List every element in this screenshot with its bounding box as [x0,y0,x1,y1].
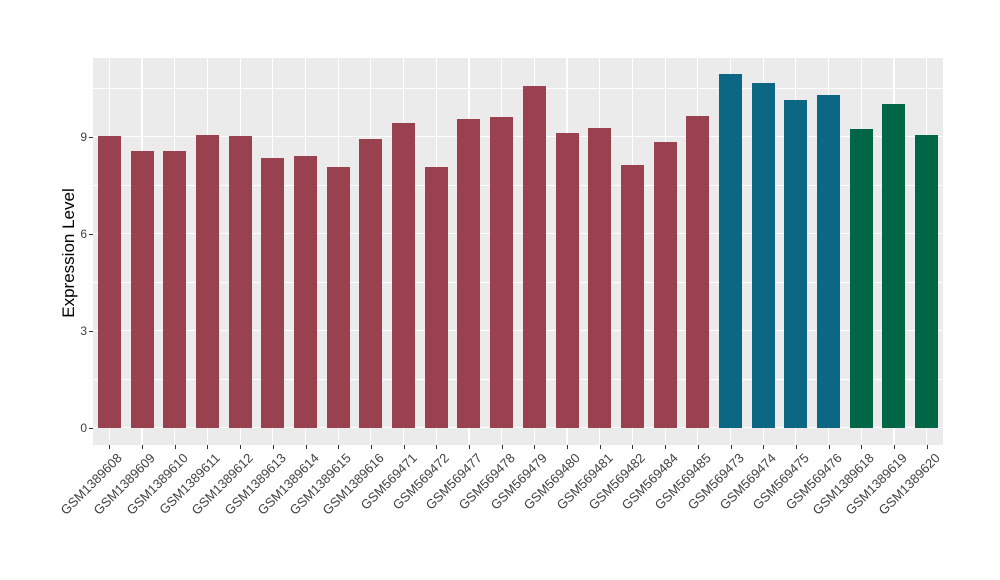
x-tick-mark [240,445,242,449]
bar-GSM569484 [653,142,677,429]
bar-GSM1389609 [130,151,154,429]
bar-GSM569474 [751,83,775,429]
x-tick-mark [468,445,470,449]
x-tick-mark [893,445,895,449]
y-tick-mark [89,136,93,138]
bar-GSM569472 [424,167,448,429]
bar-GSM1389611 [195,134,219,429]
bar-GSM1389619 [882,103,906,429]
x-tick-mark [632,445,634,449]
y-tick-label: 9 [80,129,87,144]
bar-GSM569485 [686,116,710,429]
bar-GSM1389616 [359,138,383,429]
bar-GSM1389612 [228,135,252,429]
y-tick-mark [89,428,93,430]
x-tick-mark [599,445,601,449]
bar-GSM1389613 [261,157,285,429]
minor-gridline [93,282,943,283]
major-gridline [93,427,943,429]
y-tick-label: 3 [80,324,87,339]
bar-GSM569476 [817,94,841,429]
minor-gridline [93,87,943,89]
bar-GSM1389610 [163,150,187,429]
bar-GSM1389618 [849,129,873,429]
major-gridline [93,329,943,332]
plot-panel [93,58,943,445]
x-tick-mark [370,445,372,449]
x-tick-mark [828,445,830,449]
x-tick-mark [174,445,176,449]
x-tick-mark [665,445,667,449]
y-tick-mark [89,234,93,236]
x-tick-mark [207,445,209,449]
bar-GSM1389608 [97,135,121,429]
x-tick-mark [861,445,863,449]
bar-GSM1389620 [915,134,939,429]
bar-GSM569479 [522,85,546,429]
bar-GSM569473 [719,73,742,429]
bar-GSM569475 [784,99,808,429]
x-tick-mark [403,445,405,449]
bar-GSM1389615 [326,166,350,429]
x-tick-mark [501,445,503,449]
bar-GSM569477 [457,118,481,429]
x-tick-mark [142,445,144,449]
bar-GSM569471 [392,123,416,429]
y-tick-mark [89,331,93,333]
x-tick-mark [272,445,274,449]
x-tick-mark [697,445,699,449]
x-tick-mark [109,445,111,449]
bar-GSM569481 [588,128,612,429]
x-tick-mark [926,445,928,449]
x-tick-mark [534,445,536,449]
x-tick-mark [730,445,732,449]
x-tick-mark [795,445,797,449]
x-tick-mark [338,445,340,449]
minor-gridline [93,379,943,380]
y-tick-label: 0 [80,421,87,436]
x-tick-mark [567,445,569,449]
minor-gridline [93,184,943,186]
x-tick-mark [436,445,438,449]
major-gridline [93,135,943,137]
x-tick-mark [763,445,765,449]
bar-GSM569478 [490,116,514,429]
major-gridline [93,232,943,235]
bar-GSM1389614 [294,155,317,429]
bar-GSM569480 [555,132,579,429]
x-tick-mark [305,445,307,449]
y-axis-title: Expression Level [59,188,78,318]
bar-GSM569482 [620,165,644,429]
y-tick-label: 6 [80,227,87,242]
